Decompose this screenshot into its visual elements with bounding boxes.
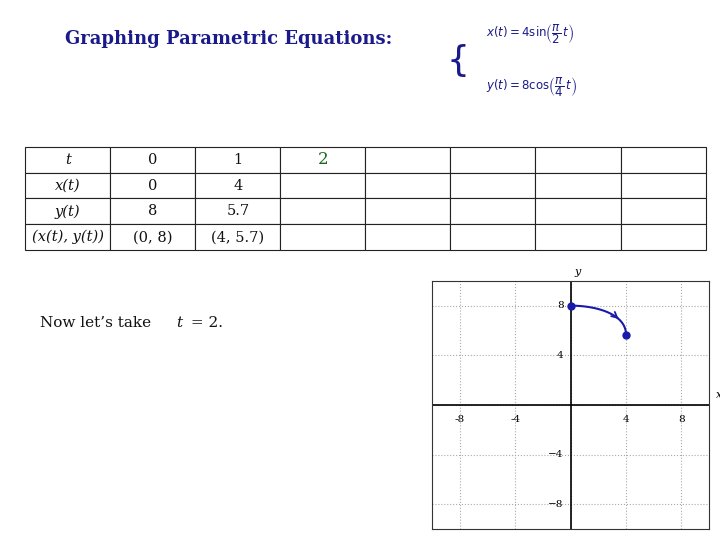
Text: t: t	[176, 316, 183, 330]
Text: Graphing Parametric Equations:: Graphing Parametric Equations:	[65, 30, 392, 48]
Text: -4: -4	[510, 415, 521, 424]
Text: $y(t) = 8\cos\!\left(\dfrac{\pi}{4}\,t\right)$: $y(t) = 8\cos\!\left(\dfrac{\pi}{4}\,t\r…	[486, 76, 577, 99]
Text: = 2.: = 2.	[186, 316, 222, 330]
Text: −4: −4	[549, 450, 564, 459]
Text: 8: 8	[557, 301, 564, 310]
Text: 4: 4	[623, 415, 629, 424]
Text: x: x	[716, 390, 720, 400]
Text: -8: -8	[454, 415, 465, 424]
Text: 8: 8	[678, 415, 685, 424]
Text: Now let’s take: Now let’s take	[40, 316, 156, 330]
Text: −8: −8	[549, 500, 564, 509]
Text: $x(t) = 4\sin\!\left(\dfrac{\pi}{2}\,t\right)$: $x(t) = 4\sin\!\left(\dfrac{\pi}{2}\,t\r…	[486, 23, 574, 46]
Text: $\{$: $\{$	[446, 42, 466, 79]
Text: 4: 4	[557, 351, 564, 360]
Text: y: y	[575, 267, 581, 277]
